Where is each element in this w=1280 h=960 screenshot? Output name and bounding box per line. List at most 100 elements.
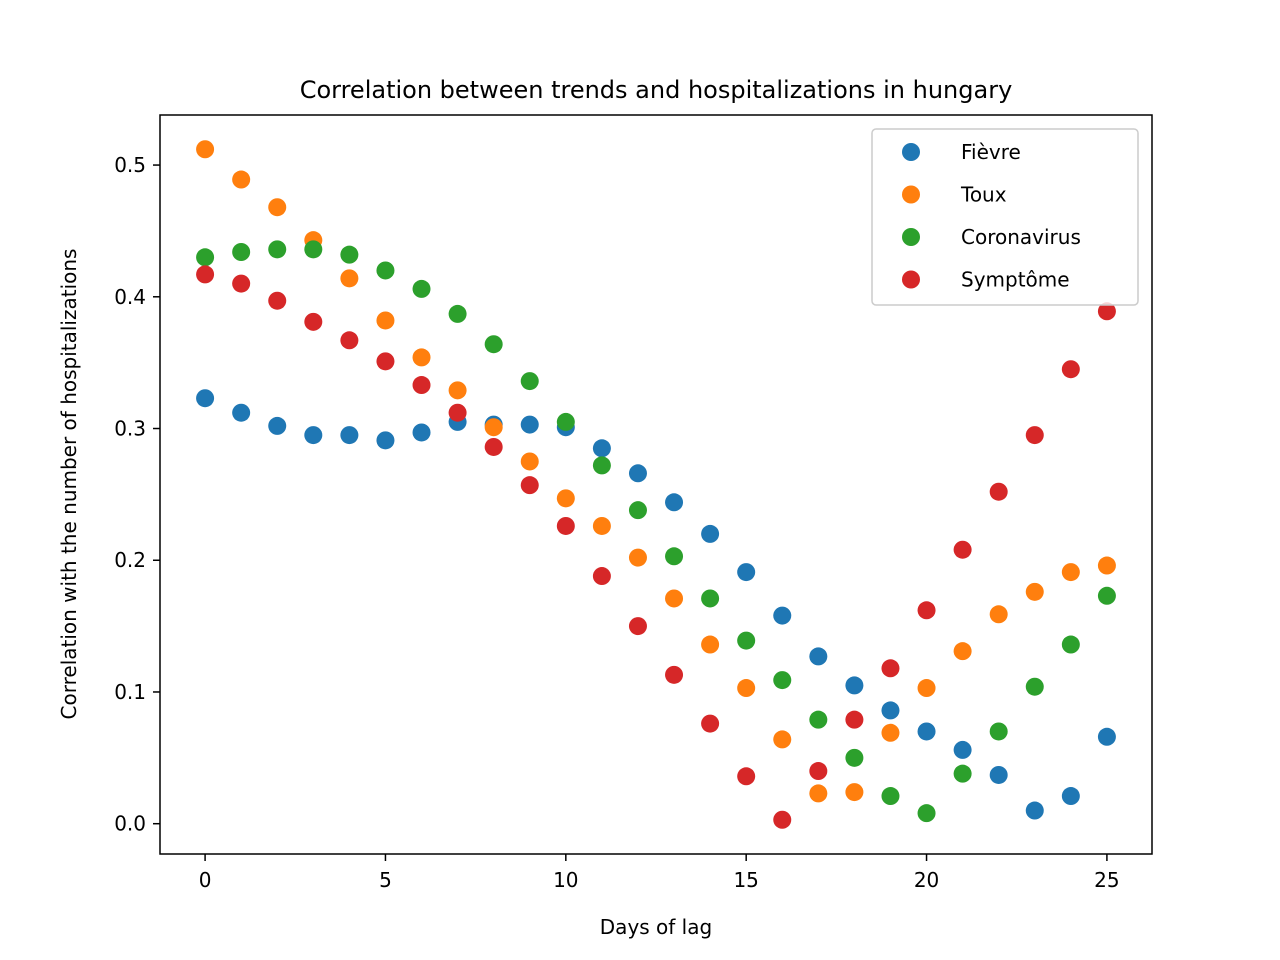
data-point — [520, 476, 539, 495]
data-point — [304, 240, 323, 259]
data-point — [1025, 426, 1044, 445]
legend-label: Symptôme — [961, 268, 1070, 292]
data-point — [989, 482, 1008, 501]
data-point — [737, 563, 756, 582]
data-point — [412, 279, 431, 298]
data-point — [304, 312, 323, 331]
data-point — [989, 605, 1008, 624]
data-point — [1097, 302, 1116, 321]
series-toux — [196, 140, 1116, 803]
y-tick-label: 0.2 — [114, 548, 146, 572]
data-point — [268, 198, 287, 217]
data-point — [773, 730, 792, 749]
data-point — [628, 464, 647, 483]
data-point — [340, 269, 359, 288]
data-point — [592, 456, 611, 475]
legend: Fièvre Toux Coronavirus Symptôme — [871, 128, 1139, 306]
data-point — [556, 489, 575, 508]
data-point — [232, 242, 251, 261]
y-tick-label: 0.0 — [114, 812, 146, 836]
data-point — [881, 659, 900, 678]
data-point — [845, 748, 864, 767]
x-tick-label: 10 — [553, 868, 578, 892]
data-point — [232, 170, 251, 189]
data-point — [484, 335, 503, 354]
data-point — [592, 516, 611, 535]
y-tick-label: 0.1 — [114, 680, 146, 704]
data-point — [1097, 586, 1116, 605]
chart-title: Correlation between trends and hospitali… — [300, 76, 1013, 104]
data-point — [1025, 582, 1044, 601]
data-point — [340, 245, 359, 264]
data-point — [917, 722, 936, 741]
data-point — [268, 291, 287, 310]
data-point — [773, 810, 792, 829]
data-point — [809, 762, 828, 781]
x-tick-label: 15 — [733, 868, 758, 892]
plot-area — [196, 140, 1116, 829]
data-point — [737, 679, 756, 698]
data-point — [340, 426, 359, 445]
data-point — [628, 548, 647, 567]
data-point — [196, 140, 215, 159]
y-tick-label: 0.3 — [114, 417, 146, 441]
data-point — [1061, 635, 1080, 654]
data-point — [592, 439, 611, 458]
data-point — [953, 740, 972, 759]
data-point — [448, 381, 467, 400]
data-point — [196, 248, 215, 267]
data-point — [376, 311, 395, 330]
x-tick-label: 25 — [1094, 868, 1119, 892]
legend-marker — [902, 228, 920, 246]
data-point — [340, 331, 359, 350]
x-tick-label: 5 — [379, 868, 392, 892]
data-point — [412, 423, 431, 442]
axes-frame — [159, 114, 1153, 855]
data-point — [484, 418, 503, 437]
data-point — [196, 265, 215, 284]
data-point — [1061, 563, 1080, 582]
data-point — [809, 784, 828, 803]
data-point — [773, 671, 792, 690]
data-point — [989, 722, 1008, 741]
x-tick-label: 0 — [199, 868, 212, 892]
data-point — [484, 437, 503, 456]
data-point — [412, 376, 431, 395]
data-point — [412, 348, 431, 367]
data-point — [448, 403, 467, 422]
data-point — [773, 606, 792, 625]
data-point — [665, 547, 684, 566]
series-fievre — [196, 389, 1116, 820]
data-point — [376, 431, 395, 450]
legend-marker — [902, 143, 920, 161]
data-point — [556, 412, 575, 431]
y-tick-label: 0.5 — [114, 153, 146, 177]
data-point — [232, 274, 251, 293]
data-point — [881, 723, 900, 742]
data-point — [520, 452, 539, 471]
x-axis-label: Days of lag — [600, 915, 712, 939]
data-point — [376, 352, 395, 371]
data-point — [628, 617, 647, 636]
data-point — [268, 416, 287, 435]
legend-label: Fièvre — [961, 140, 1021, 164]
data-point — [701, 635, 720, 654]
data-point — [1097, 556, 1116, 575]
data-point — [953, 642, 972, 661]
data-point — [376, 261, 395, 280]
data-point — [917, 679, 936, 698]
data-point — [737, 631, 756, 650]
data-point — [1097, 727, 1116, 746]
data-point — [809, 647, 828, 666]
data-point — [953, 764, 972, 783]
data-point — [665, 665, 684, 684]
data-point — [1025, 801, 1044, 820]
data-point — [917, 601, 936, 620]
data-point — [665, 493, 684, 512]
series-symptome — [196, 265, 1116, 829]
data-point — [701, 589, 720, 608]
data-point — [953, 540, 972, 559]
data-point — [196, 389, 215, 408]
data-point — [809, 710, 828, 729]
data-point — [448, 304, 467, 323]
